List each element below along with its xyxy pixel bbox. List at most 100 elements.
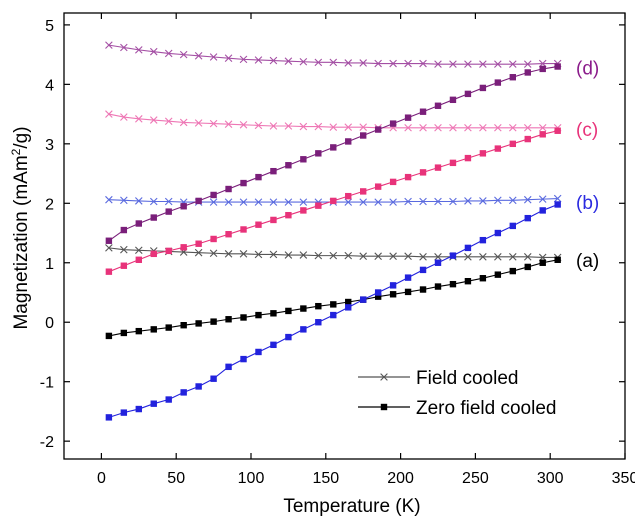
data-point — [300, 156, 306, 162]
y-axis-label-suffix: /g) — [11, 126, 32, 148]
data-point — [151, 326, 157, 332]
data-point — [195, 383, 201, 389]
data-point — [450, 160, 456, 166]
data-point — [106, 414, 112, 420]
data-point — [510, 268, 516, 274]
data-point — [465, 91, 471, 97]
data-point — [151, 400, 157, 406]
data-point — [180, 322, 186, 328]
data-point — [210, 318, 216, 324]
series-line — [109, 260, 558, 336]
series-c-field-cooled — [105, 111, 561, 131]
data-point — [420, 286, 426, 292]
data-point — [465, 155, 471, 161]
data-point — [285, 162, 291, 168]
data-point — [375, 289, 381, 295]
data-point — [330, 301, 336, 307]
x-tick-label: 200 — [387, 470, 414, 487]
data-point — [465, 245, 471, 251]
data-point — [345, 138, 351, 144]
data-point — [525, 69, 531, 75]
data-point — [390, 291, 396, 297]
data-point — [136, 328, 142, 334]
data-point — [405, 289, 411, 295]
data-point — [450, 281, 456, 287]
data-point — [420, 109, 426, 115]
data-point — [390, 282, 396, 288]
data-point — [450, 252, 456, 258]
data-point — [375, 126, 381, 132]
data-point — [510, 141, 516, 147]
data-point — [121, 263, 127, 269]
data-point — [540, 66, 546, 72]
annotation-label: (c) — [576, 120, 598, 141]
data-point — [420, 267, 426, 273]
data-point — [510, 74, 516, 80]
data-point — [270, 217, 276, 223]
data-point — [330, 144, 336, 150]
data-point — [180, 203, 186, 209]
data-point — [405, 274, 411, 280]
y-tick-label: -2 — [40, 434, 54, 451]
x-tick-label: 250 — [462, 470, 489, 487]
y-tick-label: 5 — [45, 18, 54, 35]
y-axis-label-prefix: Magnetization (mAm — [11, 155, 32, 329]
data-point — [495, 271, 501, 277]
data-point — [315, 150, 321, 156]
data-point — [121, 409, 127, 415]
data-point — [210, 376, 216, 382]
data-point — [390, 179, 396, 185]
x-tick-label: 350 — [612, 470, 635, 487]
data-point — [240, 180, 246, 186]
data-point — [285, 308, 291, 314]
data-point — [360, 188, 366, 194]
data-point — [405, 174, 411, 180]
data-point — [525, 215, 531, 221]
annotations-layer: (a) (b) (c) (d) — [576, 59, 599, 272]
legend-entry: Field cooled — [358, 368, 518, 389]
y-tick-label: -1 — [40, 375, 54, 392]
data-point — [136, 257, 142, 263]
data-point — [480, 237, 486, 243]
series-d-zero-field-cooled — [106, 63, 561, 244]
data-point — [195, 320, 201, 326]
data-point — [330, 198, 336, 204]
data-point — [270, 168, 276, 174]
series-line — [109, 45, 558, 64]
data-point — [390, 120, 396, 126]
y-axis-label: Magnetization (mAm2/g) — [9, 126, 32, 329]
x-tick-label: 300 — [537, 470, 564, 487]
data-point — [166, 324, 172, 330]
data-point — [525, 264, 531, 270]
annotation-label: (b) — [576, 193, 599, 214]
data-point — [195, 241, 201, 247]
data-point — [106, 238, 112, 244]
series-d-field-cooled — [105, 42, 561, 68]
data-point — [540, 260, 546, 266]
x-tick-label: 0 — [97, 470, 106, 487]
data-point — [540, 207, 546, 213]
annotation-label: (a) — [576, 251, 599, 272]
data-point — [285, 334, 291, 340]
data-point — [300, 207, 306, 213]
data-point — [151, 214, 157, 220]
legend-entry: Zero field cooled — [358, 398, 556, 419]
data-point — [375, 183, 381, 189]
data-point — [240, 314, 246, 320]
data-point — [315, 303, 321, 309]
legend: Field cooled Zero field cooled — [358, 368, 556, 419]
data-point — [151, 251, 157, 257]
data-point — [255, 312, 261, 318]
data-point — [166, 396, 172, 402]
data-point — [270, 342, 276, 348]
data-point — [495, 145, 501, 151]
data-point — [225, 364, 231, 370]
data-point — [255, 349, 261, 355]
data-point — [315, 319, 321, 325]
annotation-label: (d) — [576, 59, 599, 80]
data-point — [285, 212, 291, 218]
data-point — [270, 310, 276, 316]
data-point — [300, 326, 306, 332]
series-a-field-cooled — [105, 244, 561, 260]
legend-label: Field cooled — [416, 368, 518, 389]
